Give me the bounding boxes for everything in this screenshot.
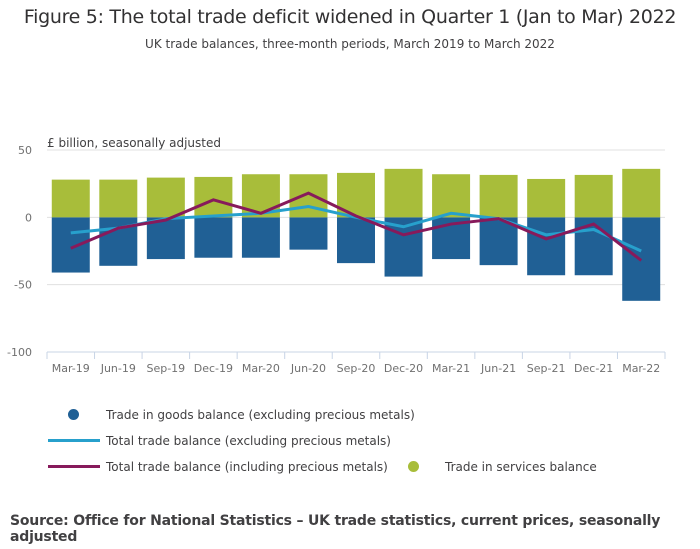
bar-trade-in-goods — [194, 217, 233, 258]
plot-area: £ billion, seasonally adjusted 50 0 -50 -100… — [7, 136, 666, 375]
line-total-including-precious-metals — [70, 191, 643, 262]
x-tick-label: Dec-19 — [194, 362, 233, 375]
legend-total-inc-line-icon — [48, 465, 100, 468]
bar-trade-in-goods — [527, 217, 566, 276]
x-tick-label: Mar-19 — [52, 362, 90, 375]
bar-trade-in-services — [146, 177, 185, 218]
bar-trade-in-goods — [337, 217, 375, 264]
x-tick-label: Mar-21 — [432, 362, 470, 375]
x-tick-label: Sep-21 — [527, 362, 566, 375]
y-tick-label: 0 — [25, 211, 32, 224]
bar-trade-in-services — [432, 174, 471, 218]
y-axis-label: £ billion, seasonally adjusted — [47, 136, 221, 150]
bar-trade-in-goods — [574, 217, 613, 276]
bar-trade-in-services — [194, 176, 233, 218]
bar-trade-in-services — [51, 179, 90, 218]
bar-trade-in-goods — [51, 217, 90, 273]
y-tick-label: 50 — [18, 144, 32, 157]
bar-trade-in-goods — [241, 217, 280, 258]
x-tick-label: Mar-22 — [622, 362, 660, 375]
legend-services-label: Trade in services balance — [445, 460, 597, 474]
y-tick-label: -50 — [14, 279, 32, 292]
bar-trade-in-services — [384, 168, 423, 218]
bar-trade-in-services — [479, 174, 518, 218]
bar-trade-in-services — [527, 178, 566, 218]
bar-trade-in-services — [99, 179, 138, 218]
legend-total-ex-line-icon — [48, 439, 100, 442]
bar-trade-in-goods — [146, 217, 185, 260]
x-tick-label: Jun-20 — [290, 362, 326, 375]
x-tick-label: Jun-21 — [480, 362, 516, 375]
legend-total-ex-label: Total trade balance (excluding precious … — [106, 434, 391, 448]
legend-goods-label: Trade in goods balance (excluding precio… — [106, 408, 415, 422]
bar-trade-in-goods — [289, 217, 328, 250]
chart-title: Figure 5: The total trade deficit widene… — [23, 6, 677, 28]
legend-total-inc-label: Total trade balance (including precious … — [106, 460, 388, 474]
legend-services-marker-icon — [408, 461, 419, 472]
bar-trade-in-services — [574, 174, 613, 218]
x-tick-label: Mar-20 — [242, 362, 280, 375]
x-tick-label: Jun-19 — [100, 362, 136, 375]
bar-trade-in-services — [622, 168, 661, 218]
chart-subtitle: UK trade balances, three-month periods, … — [145, 37, 555, 51]
x-tick-label: Sep-19 — [146, 362, 185, 375]
x-tick-label: Sep-20 — [337, 362, 376, 375]
legend-goods-marker-icon — [68, 409, 79, 420]
x-tick-label: Dec-20 — [384, 362, 423, 375]
x-tick-label: Dec-21 — [574, 362, 613, 375]
source-note: Source: Office for National Statistics –… — [10, 513, 661, 545]
y-tick-label: -100 — [7, 346, 32, 359]
